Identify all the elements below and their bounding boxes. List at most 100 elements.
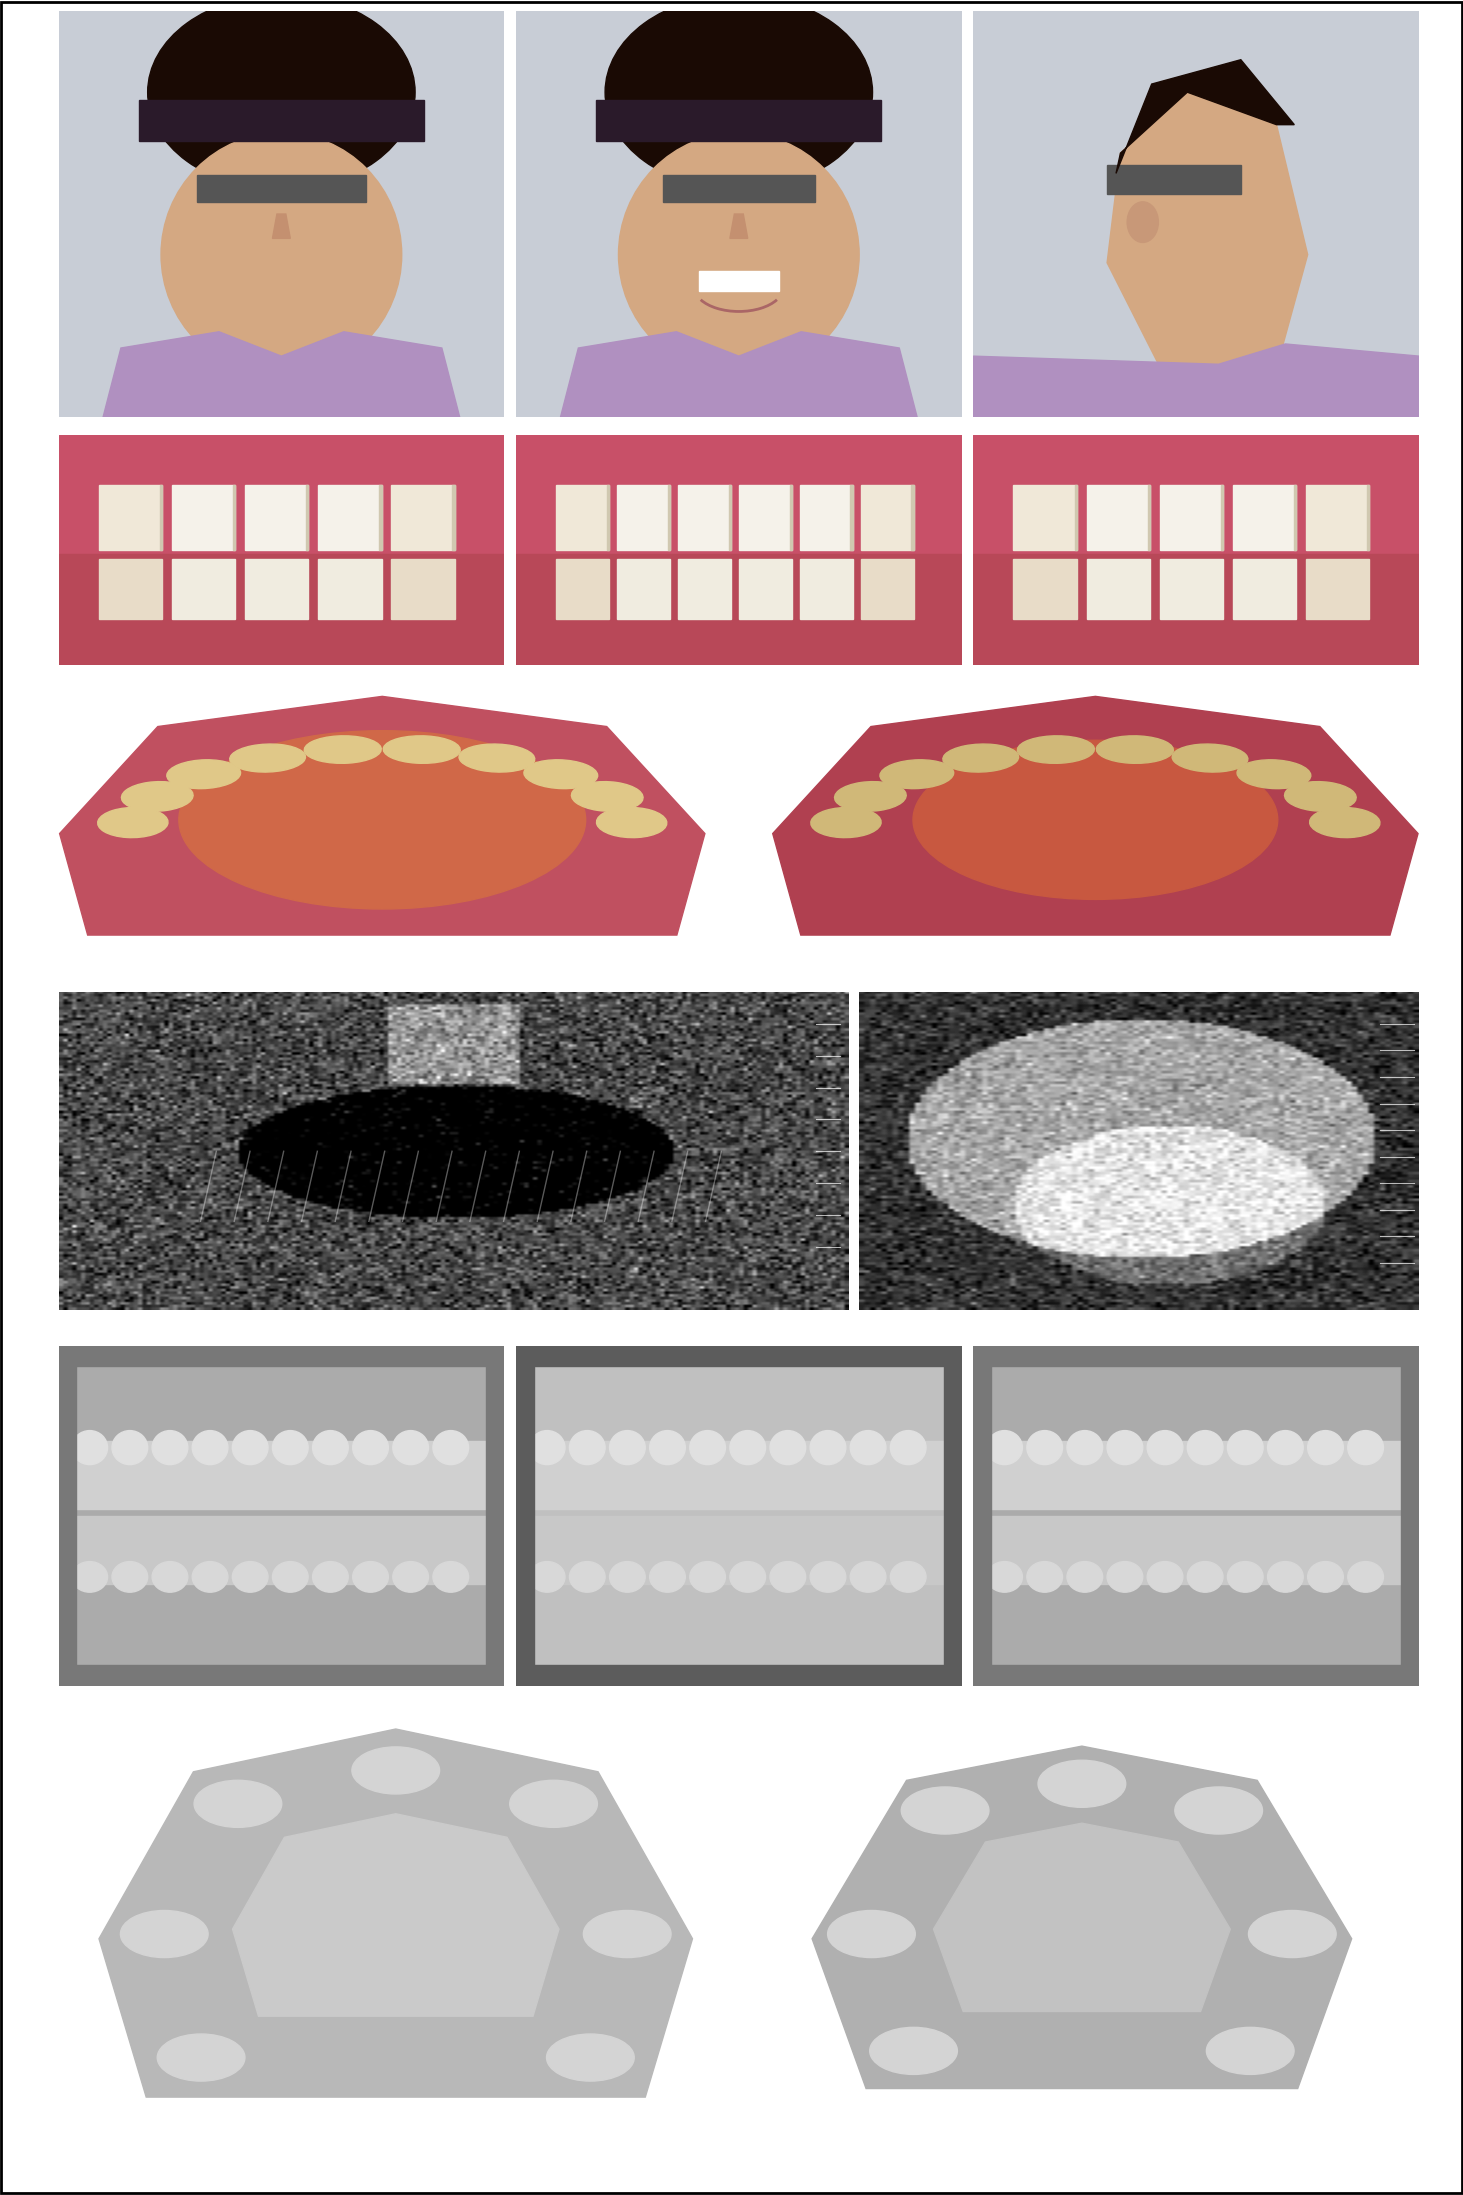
Polygon shape: [992, 1515, 1402, 1585]
Text: a: a: [19, 882, 37, 904]
Ellipse shape: [1347, 1561, 1384, 1591]
Ellipse shape: [1127, 202, 1159, 241]
Ellipse shape: [689, 1561, 726, 1591]
Ellipse shape: [650, 1561, 685, 1591]
Ellipse shape: [569, 1431, 606, 1464]
Ellipse shape: [850, 1561, 887, 1591]
Ellipse shape: [433, 1431, 468, 1464]
Ellipse shape: [1147, 1431, 1184, 1464]
Ellipse shape: [610, 1431, 645, 1464]
Bar: [317, 485, 382, 549]
Bar: [944, 1346, 961, 1686]
Ellipse shape: [509, 1780, 597, 1828]
Bar: [244, 560, 309, 619]
Polygon shape: [272, 213, 290, 239]
Polygon shape: [772, 696, 1418, 935]
Ellipse shape: [192, 1431, 228, 1464]
Bar: [98, 560, 162, 619]
Ellipse shape: [161, 132, 402, 378]
Text: c: c: [20, 2057, 35, 2079]
Ellipse shape: [383, 735, 461, 764]
Ellipse shape: [152, 1561, 187, 1591]
Bar: [973, 1346, 1419, 1365]
Ellipse shape: [597, 808, 667, 838]
Ellipse shape: [313, 1431, 348, 1464]
Ellipse shape: [524, 759, 598, 788]
Ellipse shape: [650, 1431, 685, 1464]
Bar: [1087, 485, 1150, 549]
Bar: [556, 560, 609, 619]
Bar: [1014, 560, 1077, 619]
Bar: [992, 1365, 1402, 1666]
Bar: [699, 270, 778, 292]
Bar: [317, 560, 382, 619]
Ellipse shape: [471, 413, 1007, 687]
Polygon shape: [233, 1813, 559, 2017]
Ellipse shape: [304, 735, 382, 764]
Ellipse shape: [272, 1431, 309, 1464]
Ellipse shape: [152, 1431, 187, 1464]
Bar: [1222, 485, 1223, 549]
Bar: [973, 1346, 992, 1686]
Bar: [244, 485, 309, 549]
Ellipse shape: [1308, 1431, 1343, 1464]
Bar: [1295, 485, 1296, 549]
Bar: [973, 1666, 1419, 1686]
Ellipse shape: [392, 1561, 429, 1591]
Ellipse shape: [942, 744, 1018, 773]
Bar: [677, 485, 732, 549]
Bar: [597, 101, 881, 140]
Ellipse shape: [459, 744, 535, 773]
Polygon shape: [102, 331, 459, 417]
Ellipse shape: [1347, 1431, 1384, 1464]
Bar: [196, 176, 366, 202]
Ellipse shape: [178, 731, 585, 909]
Bar: [379, 485, 382, 549]
Ellipse shape: [233, 1431, 268, 1464]
Polygon shape: [933, 1824, 1230, 2011]
Text: b: b: [19, 1236, 37, 1258]
Ellipse shape: [157, 2035, 244, 2081]
Bar: [391, 485, 455, 549]
Ellipse shape: [1238, 759, 1311, 788]
Polygon shape: [60, 696, 705, 935]
Bar: [1107, 165, 1241, 193]
Ellipse shape: [619, 132, 859, 378]
Bar: [391, 560, 455, 619]
Ellipse shape: [891, 1561, 926, 1591]
Ellipse shape: [606, 0, 872, 189]
Ellipse shape: [610, 1561, 645, 1591]
Bar: [171, 560, 236, 619]
Bar: [1233, 560, 1296, 619]
Bar: [1233, 485, 1296, 549]
Ellipse shape: [834, 781, 906, 812]
Ellipse shape: [1175, 1787, 1263, 1835]
Bar: [516, 1346, 534, 1686]
Polygon shape: [534, 1515, 944, 1585]
Ellipse shape: [113, 1561, 148, 1591]
Bar: [617, 485, 670, 549]
Bar: [1075, 485, 1077, 549]
Bar: [1368, 485, 1369, 549]
Bar: [1014, 485, 1077, 549]
Bar: [677, 560, 732, 619]
Bar: [98, 485, 162, 549]
Bar: [739, 560, 791, 619]
Bar: [171, 485, 236, 549]
Bar: [139, 101, 424, 140]
Ellipse shape: [1188, 1561, 1223, 1591]
Bar: [233, 485, 236, 549]
Bar: [534, 1365, 944, 1666]
Bar: [452, 485, 455, 549]
Ellipse shape: [195, 1780, 282, 1828]
Ellipse shape: [121, 781, 193, 812]
Ellipse shape: [1267, 1431, 1304, 1464]
Ellipse shape: [850, 1431, 887, 1464]
Polygon shape: [973, 345, 1419, 417]
Ellipse shape: [230, 744, 306, 773]
Polygon shape: [76, 1440, 486, 1508]
Bar: [729, 485, 732, 549]
Ellipse shape: [1107, 1561, 1143, 1591]
Bar: [1306, 485, 1369, 549]
Ellipse shape: [1248, 1910, 1336, 1958]
